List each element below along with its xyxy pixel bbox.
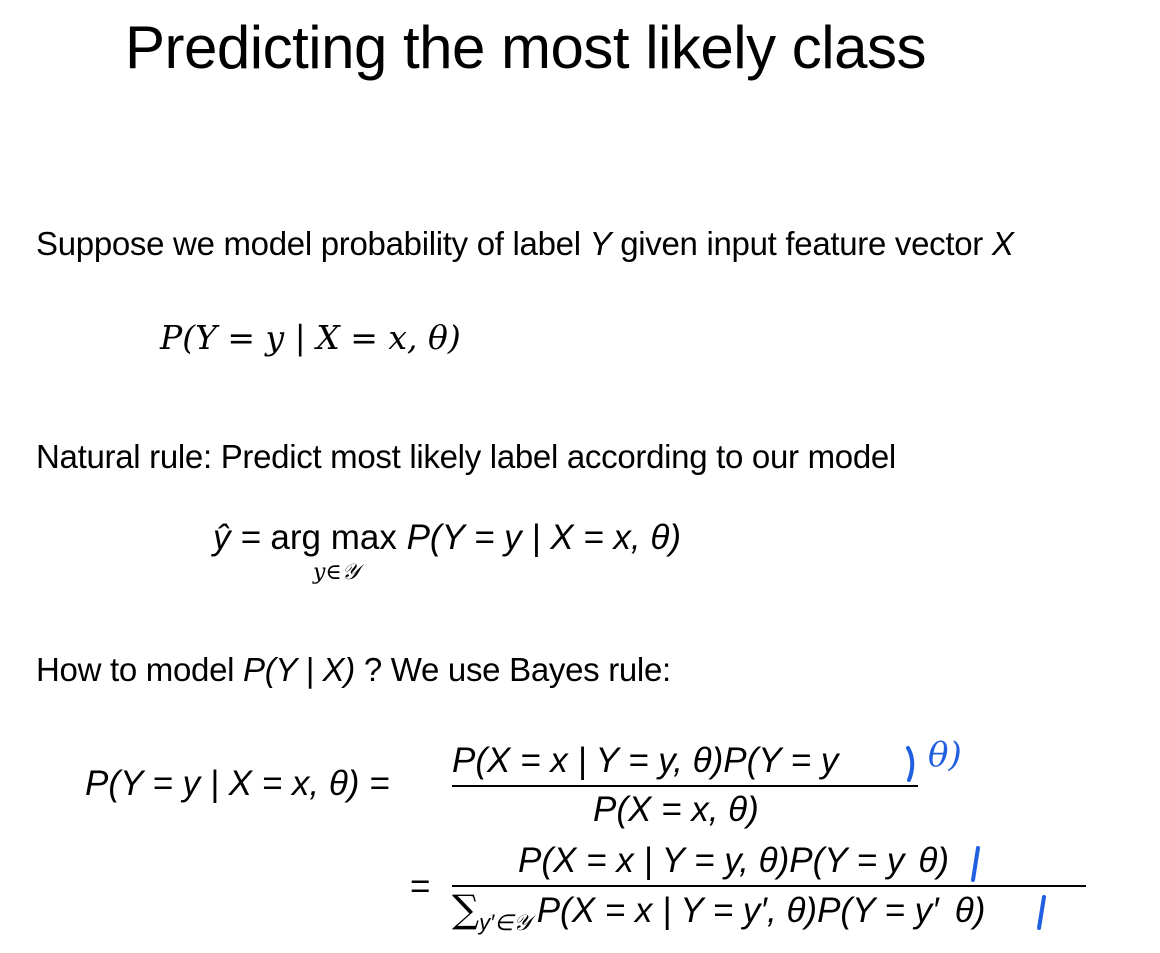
- bayes-numerator-1: P(X = x | Y = y, θ)P(Y = y: [452, 741, 839, 780]
- bayes-denominator-2: ∑y′∈𝒴 P(X = x | Y = y′, θ)P(Y = y′ θ): [452, 888, 985, 936]
- handwritten-bar-2: [971, 846, 980, 882]
- argmax-rhs: P(Y = y | X = x, θ): [406, 518, 682, 557]
- intro-var-x: X: [991, 225, 1014, 262]
- fraction-bar-2: [452, 885, 1086, 887]
- argmax-lhs: ŷ =: [213, 518, 271, 557]
- intro-prefix: Suppose we model probability of label: [36, 225, 590, 262]
- slide-title: Predicting the most likely class: [125, 14, 926, 81]
- denominator-2-main: P(X = x | Y = y′, θ)P(Y = y′: [536, 891, 939, 930]
- handwritten-bar-1: [906, 746, 915, 782]
- intro-sentence: Suppose we model probability of label Y …: [36, 224, 1014, 264]
- bayes-question-sentence: How to model P(Y | X) ? We use Bayes rul…: [36, 650, 671, 690]
- conditional-probability-equation: P(Y = y | X = x, θ): [160, 318, 461, 357]
- bayes-prefix: How to model: [36, 651, 244, 688]
- argmax-operator: arg max: [270, 518, 397, 557]
- numerator-2-main: P(X = x | Y = y, θ)P(Y = y: [518, 841, 905, 880]
- intro-middle: given input feature vector: [611, 225, 992, 262]
- summation-subscript: y′∈𝒴: [479, 910, 531, 935]
- argmax-subscript: y∈𝒴: [313, 560, 359, 585]
- numerator-2-end: θ): [918, 841, 949, 880]
- bayes-suffix: ? We use Bayes rule:: [354, 651, 671, 688]
- argmax-equation: ŷ = arg max P(Y = y | X = x, θ): [213, 517, 681, 559]
- handwritten-theta-annotation: θ): [928, 735, 962, 775]
- bayes-lhs: P(Y = y | X = x, θ) =: [85, 764, 390, 803]
- bayes-denominator-1: P(X = x, θ): [593, 790, 759, 829]
- natural-rule-sentence: Natural rule: Predict most likely label …: [36, 438, 896, 475]
- handwritten-bar-3: [1037, 895, 1046, 930]
- bayes-expression: P(Y | X): [243, 651, 355, 688]
- intro-var-y: Y: [589, 225, 612, 262]
- bayes-equals-2: =: [410, 867, 431, 906]
- fraction-bar-1: [452, 785, 918, 787]
- summation-symbol: ∑: [452, 887, 480, 931]
- denominator-2-end: θ): [954, 891, 986, 930]
- bayes-numerator-2: P(X = x | Y = y, θ)P(Y = y θ): [518, 840, 949, 882]
